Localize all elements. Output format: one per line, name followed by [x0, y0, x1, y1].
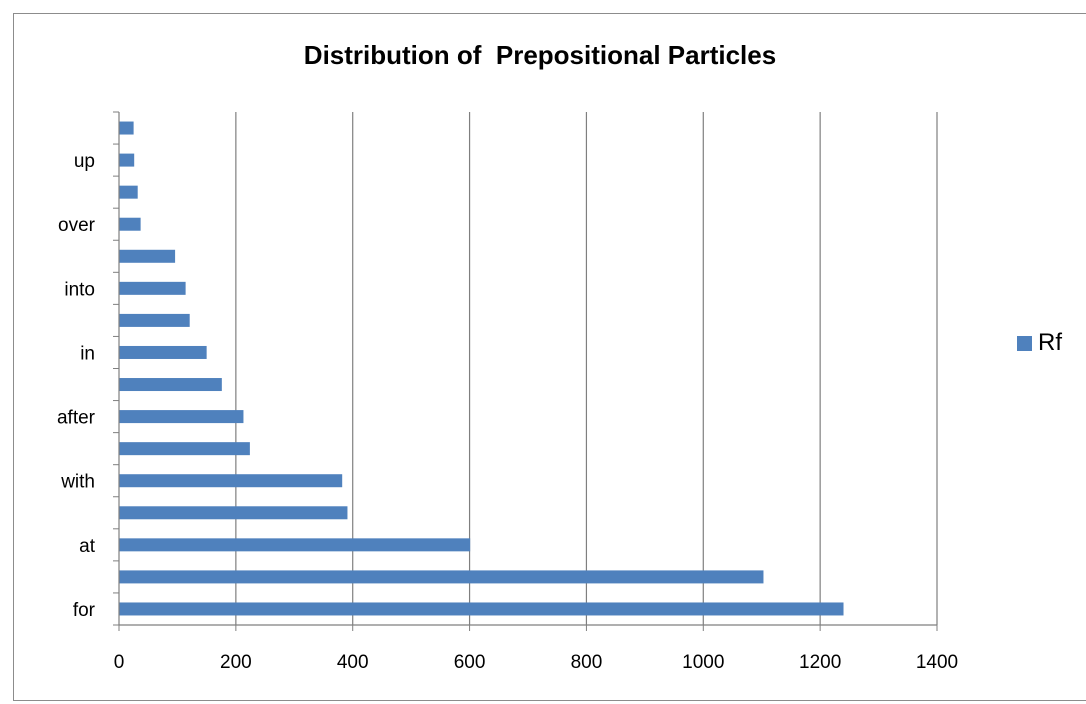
y-tick-label: up [74, 151, 95, 172]
legend-swatch [1017, 335, 1032, 351]
bar [119, 153, 135, 167]
bar [119, 410, 244, 424]
x-tick-label: 1200 [799, 652, 841, 673]
x-tick-label: 1000 [682, 652, 724, 673]
bar [119, 570, 764, 584]
bar [119, 121, 134, 135]
bar [119, 313, 190, 327]
x-tick-label: 0 [114, 652, 125, 673]
bar [119, 249, 176, 263]
legend-label: Rf [1038, 329, 1062, 356]
bar [119, 217, 141, 231]
axes [113, 111, 938, 631]
x-tick-labels: 0 200 400 600 800 1000 1200 1400 [114, 652, 958, 673]
chart-title: Distribution of Prepositional Particles [303, 40, 777, 70]
y-tick-label: for [73, 600, 96, 621]
x-tick-label: 600 [454, 652, 486, 673]
y-tick-label: with [60, 472, 95, 493]
legend: Rf [1017, 329, 1062, 357]
x-tick-label: 400 [337, 652, 369, 673]
y-tick-label: in [80, 343, 95, 364]
x-tick-label: 800 [571, 652, 603, 673]
gridlines [235, 112, 938, 625]
y-tick-label: over [58, 215, 96, 236]
bar [119, 281, 186, 295]
y-tick-label: after [57, 408, 96, 429]
x-tick-label: 1400 [916, 652, 958, 673]
bar [119, 602, 844, 616]
bar [119, 442, 250, 456]
x-tick-label: 200 [220, 652, 252, 673]
bars [119, 121, 844, 616]
bar [119, 474, 343, 488]
y-tick-labels: for at with after in into over up [57, 151, 96, 621]
bar [119, 185, 138, 199]
bar [119, 538, 471, 552]
bar [119, 345, 207, 359]
bar [119, 378, 222, 392]
y-tick-label: into [64, 279, 95, 300]
y-tick-label: at [79, 536, 96, 557]
bar [119, 506, 348, 520]
